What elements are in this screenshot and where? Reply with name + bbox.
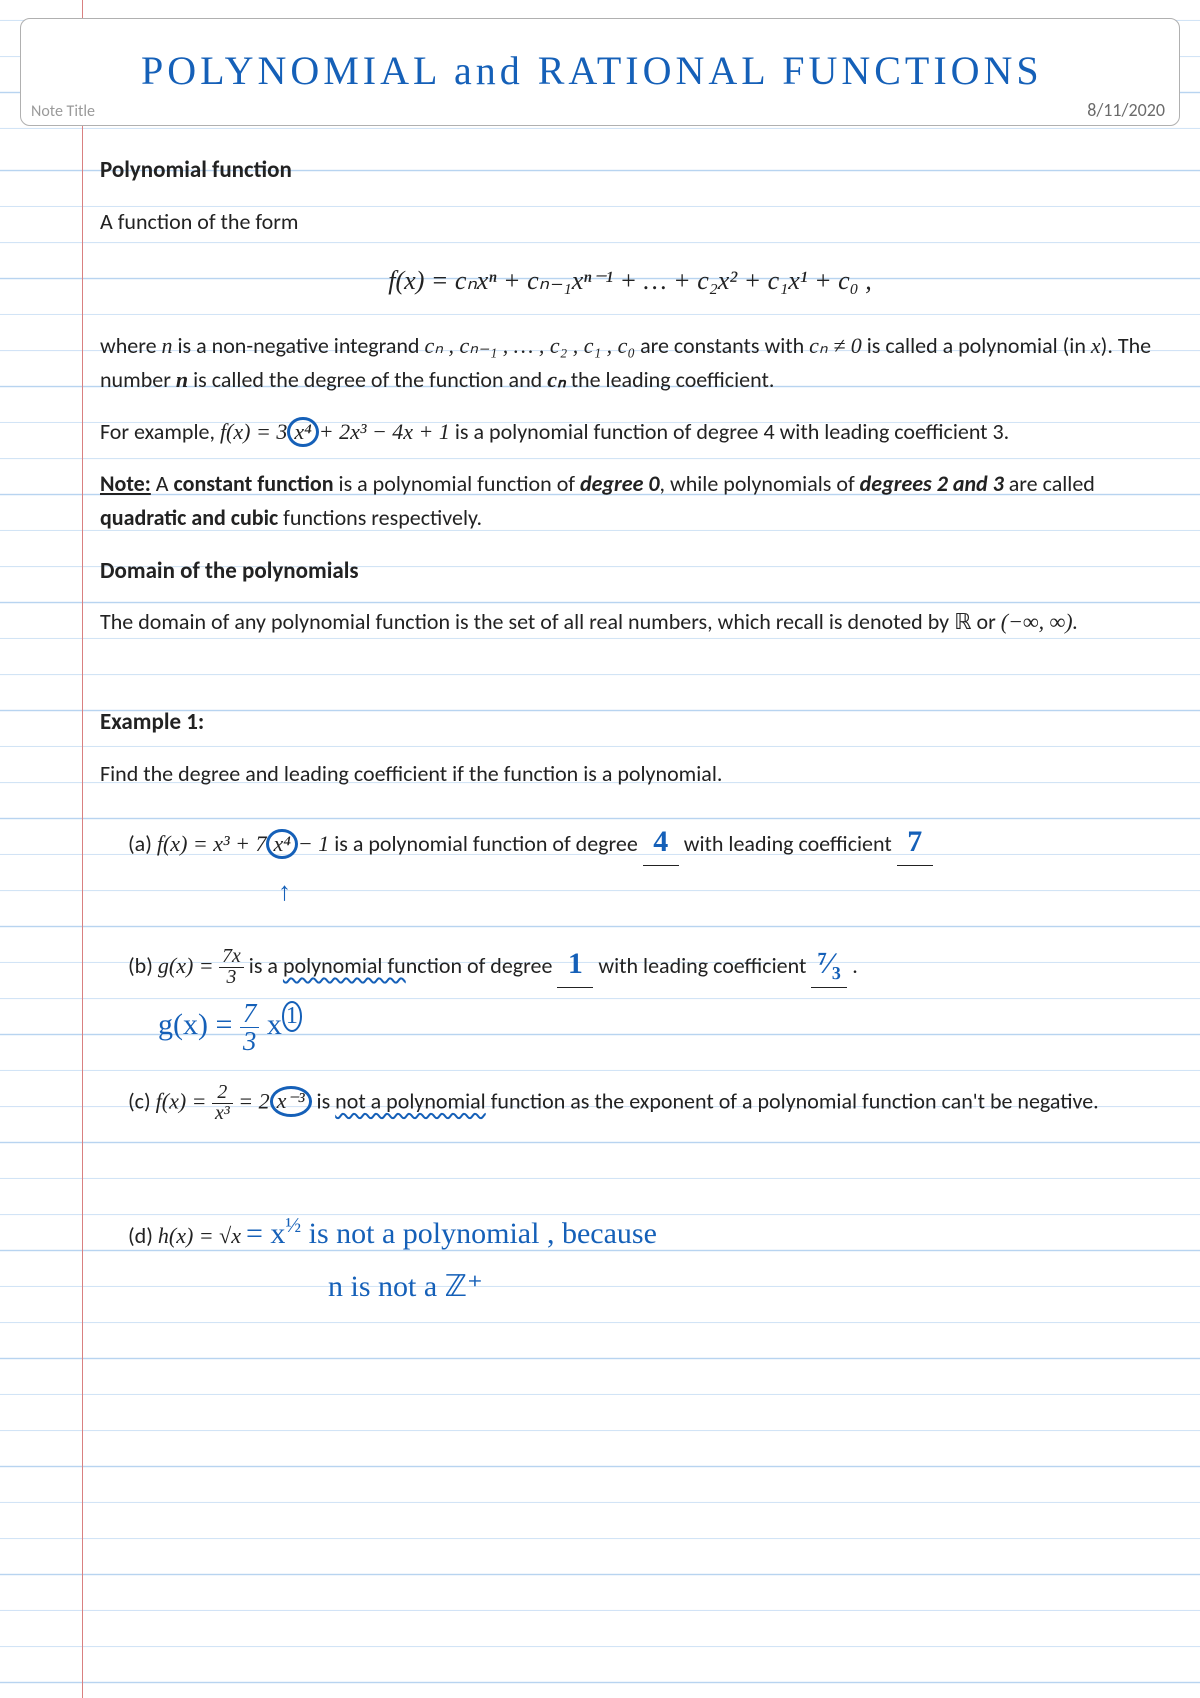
- not-poly: not a polynomial: [335, 1087, 486, 1114]
- dot: .: [847, 952, 858, 979]
- fx: f(x) = x³ + 7: [157, 831, 267, 856]
- note-title-label: Note Title: [31, 102, 95, 121]
- label: (a): [128, 830, 157, 857]
- blank-degree: 4: [653, 825, 668, 858]
- general-formula: f(x) = cₙxⁿ + cₙ₋₁xⁿ⁻¹ + … + c₂x² + c₁x¹…: [100, 261, 1160, 301]
- txt: where: [100, 332, 162, 359]
- txt: the leading coefficient.: [566, 366, 775, 393]
- eq: = 2: [233, 1088, 270, 1113]
- deg23: degrees 2 and 3: [860, 470, 1004, 497]
- title-box: POLYNOMIAL and RATIONAL FUNCTIONS Note T…: [20, 18, 1180, 126]
- label: (b): [128, 952, 158, 979]
- example-d: (d) h(x) = √x = x½ is not a polynomial ,…: [128, 1209, 1160, 1310]
- txt: The domain of any polynomial function is…: [100, 608, 954, 635]
- example-a: (a) f(x) = x³ + 7x⁴− 1 is a polynomial f…: [128, 819, 1160, 913]
- txt: functions respectively.: [278, 504, 482, 531]
- example-prompt: Find the degree and leading coefficient …: [100, 757, 1160, 791]
- coeffs: cₙ , cₙ₋₁ , … , c₂ , c₁ , c₀: [424, 333, 635, 358]
- txt: is a non-negative integrand: [173, 332, 425, 359]
- hand-annotation-b: g(x) = 73 x1: [158, 998, 1160, 1055]
- frac-2-x3: 2x³: [212, 1083, 233, 1124]
- arrow-icon: ↑: [278, 872, 291, 912]
- txt: , while polynomials of: [660, 470, 860, 497]
- fx: f(x) =: [156, 1088, 212, 1113]
- txt: is: [312, 1087, 336, 1114]
- frac-7x-3: 7x3: [219, 947, 244, 988]
- exp-half: ½: [285, 1213, 301, 1237]
- txt: is a: [244, 952, 283, 979]
- txt: with leading coefficient: [679, 830, 897, 857]
- example-b: (b) g(x) = 7x3 is a polynomial function …: [128, 941, 1160, 1055]
- poly-underlined: polynomial fu: [283, 952, 406, 979]
- txt: with leading coefficient: [593, 952, 811, 979]
- n-bold: n: [176, 367, 188, 392]
- txt: are called: [1004, 470, 1095, 497]
- txt: is a polynomial function of degree 4 wit…: [450, 418, 1009, 445]
- txt: For example,: [100, 418, 220, 445]
- circled-x4: x⁴: [266, 829, 297, 859]
- quad: quadratic and cubic: [100, 504, 278, 531]
- blank-degree: 1: [568, 947, 583, 980]
- heading-polynomial: Polynomial function: [100, 153, 1160, 189]
- x: x: [259, 1008, 282, 1041]
- note-line: Note: A constant function is a polynomia…: [100, 467, 1160, 535]
- hx: h(x) = √x: [158, 1223, 241, 1248]
- circled-x4: x⁴: [287, 417, 318, 447]
- x: x: [1091, 333, 1101, 358]
- n: n: [162, 333, 173, 358]
- blank-coef: 7: [907, 825, 922, 858]
- exp-circled: 1: [282, 1001, 302, 1031]
- txt: is called the degree of the function and: [188, 366, 547, 393]
- blank-coef: ⁷∕₃: [818, 947, 841, 980]
- label: (d): [128, 1222, 158, 1249]
- txt: is a polynomial function of degree: [329, 830, 643, 857]
- gx: g(x) =: [158, 1008, 240, 1041]
- frac: 73: [240, 1000, 260, 1055]
- description-1: where n is a non-negative integrand cₙ ,…: [100, 329, 1160, 397]
- domain-text: The domain of any polynomial function is…: [100, 605, 1160, 639]
- intro-text: A function of the form: [100, 205, 1160, 239]
- fx: f(x) = 3: [220, 419, 287, 444]
- txt: is a polynomial function of: [334, 470, 580, 497]
- circled-xneg3: x⁻³: [270, 1086, 312, 1116]
- rest: + 2x³ − 4x + 1: [319, 419, 450, 444]
- handwritten-title: POLYNOMIAL and RATIONAL FUNCTIONS: [141, 47, 1043, 94]
- example-line: For example, f(x) = 3x⁴+ 2x³ − 4x + 1 is…: [100, 415, 1160, 449]
- date-label: 8/11/2020: [1087, 99, 1165, 121]
- heading-example1: Example 1:: [100, 705, 1160, 741]
- txt: are constants with: [635, 332, 809, 359]
- txt: is called a polynomial (in: [862, 332, 1091, 359]
- hand-reason: n is not a ℤ⁺: [328, 1264, 1160, 1311]
- neq: cₙ ≠ 0: [809, 333, 862, 358]
- txt: nction of degree: [406, 952, 558, 979]
- txt: function as the exponent of a polynomial…: [486, 1087, 1099, 1114]
- content-area: Polynomial function A function of the fo…: [100, 145, 1160, 1338]
- hand-eq: = x½ is not a polynomial , because: [246, 1217, 657, 1250]
- note-label: Note:: [100, 470, 151, 497]
- heading-domain: Domain of the polynomials: [100, 554, 1160, 590]
- after: − 1: [298, 831, 329, 856]
- deg0: degree 0: [580, 470, 660, 497]
- txt: A: [151, 470, 174, 497]
- interval: (−∞, ∞).: [1001, 609, 1078, 634]
- label: (c): [128, 1087, 156, 1114]
- example-c: (c) f(x) = 2x³ = 2x⁻³ is not a polynomia…: [128, 1083, 1160, 1124]
- const-fn: constant function: [174, 470, 334, 497]
- txt: or: [972, 608, 1001, 635]
- margin-line: [82, 0, 83, 1698]
- R: ℝ: [954, 609, 971, 634]
- cn: cₙ: [547, 367, 566, 392]
- gx: g(x) =: [158, 953, 219, 978]
